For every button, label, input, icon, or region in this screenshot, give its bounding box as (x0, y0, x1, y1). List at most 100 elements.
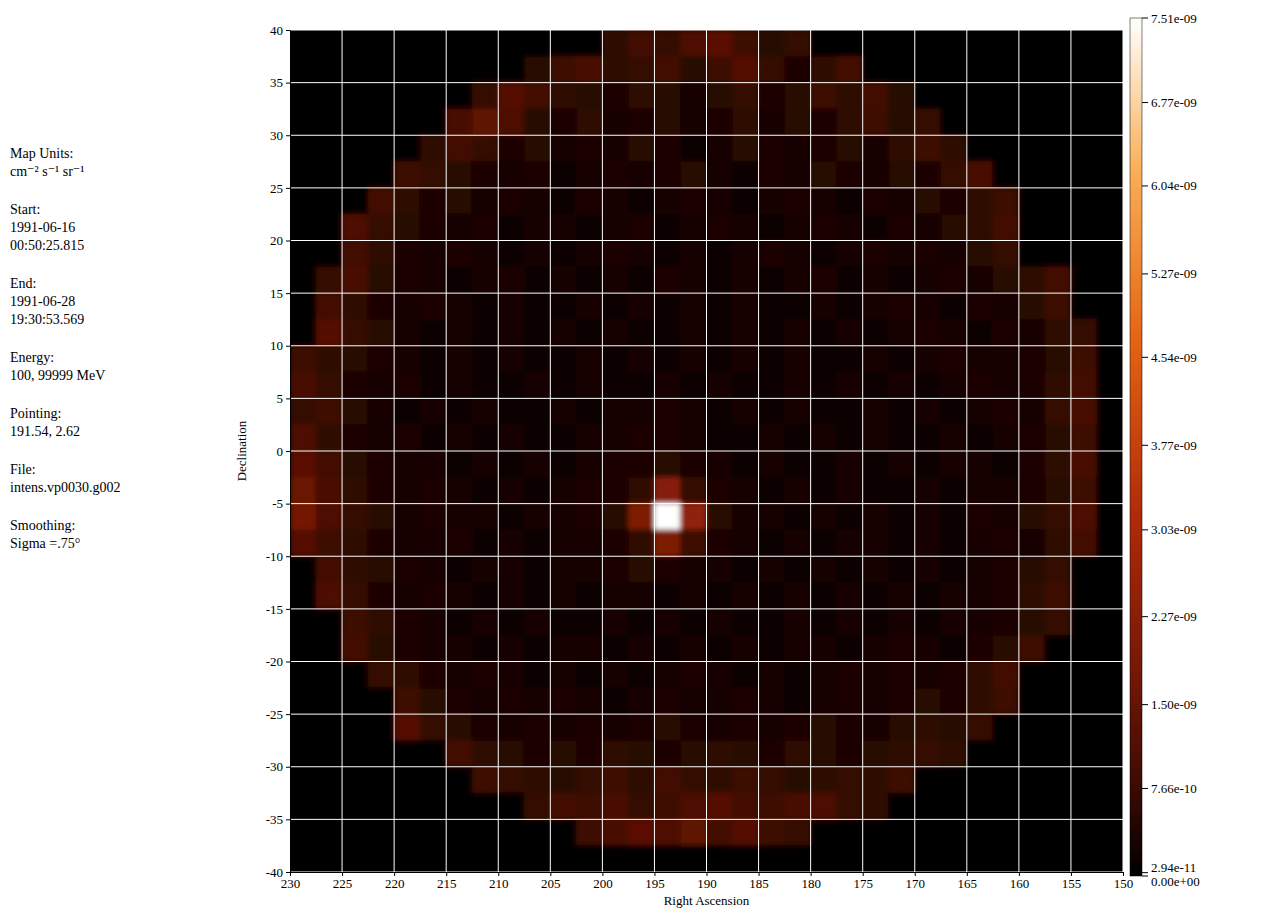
heatmap-cell (394, 477, 420, 503)
heatmap-cell (863, 583, 889, 609)
colorbar-tick-label: 7.66e-10 (1151, 781, 1197, 796)
heatmap-cell (654, 372, 680, 398)
heatmap-cell (1019, 398, 1045, 424)
heatmap-cell (1045, 767, 1071, 793)
x-tick: 180 (801, 872, 821, 891)
y-tick-mark (286, 83, 290, 84)
heatmap-cell (837, 267, 863, 293)
heatmap-cell (394, 241, 420, 267)
heatmap-cell (524, 30, 550, 56)
heatmap-cell (837, 740, 863, 766)
heatmap-cell (654, 530, 680, 556)
heatmap-cell (785, 188, 811, 214)
y-tick: -35 (266, 812, 290, 827)
heatmap-cell (524, 56, 550, 82)
heatmap-cell (342, 662, 368, 688)
heatmap-cell (394, 688, 420, 714)
heatmap-cell (707, 609, 733, 635)
heatmap-cell (967, 135, 993, 161)
heatmap-cell (446, 740, 472, 766)
colorbar-tick-label: 3.03e-09 (1151, 522, 1197, 537)
heatmap-cell (733, 30, 759, 56)
heatmap-cell (550, 319, 576, 345)
heatmap-cell (837, 56, 863, 82)
heatmap-cell (602, 819, 628, 845)
heatmap-cell (342, 740, 368, 766)
heatmap-cell (368, 83, 394, 109)
heatmap-cell (993, 793, 1019, 819)
colorbar-tick (1142, 185, 1148, 186)
heatmap-cell (290, 714, 316, 740)
heatmap-cell (394, 662, 420, 688)
heatmap-cell (1097, 372, 1123, 398)
heatmap-cell (394, 767, 420, 793)
heatmap-cell (576, 425, 602, 451)
heatmap-cell (290, 662, 316, 688)
colorbar-tick-label: 5.27e-09 (1151, 266, 1197, 281)
heatmap-cell (1045, 793, 1071, 819)
heatmap-cell (967, 846, 993, 872)
heatmap-cell (524, 688, 550, 714)
heatmap-cell (915, 635, 941, 661)
heatmap-cell (785, 425, 811, 451)
heatmap-cell (941, 425, 967, 451)
heatmap-cell (394, 504, 420, 530)
heatmap-cell (967, 319, 993, 345)
heatmap-cell (967, 372, 993, 398)
heatmap-cell (524, 556, 550, 582)
heatmap-cell (967, 346, 993, 372)
heatmap-cell (993, 56, 1019, 82)
heatmap-cell (785, 398, 811, 424)
heatmap-cell (811, 241, 837, 267)
heatmap-cell (342, 767, 368, 793)
heatmap-cell (1097, 267, 1123, 293)
heatmap-cell (550, 372, 576, 398)
heatmap-cell (785, 819, 811, 845)
heatmap-cell (915, 662, 941, 688)
heatmap-cell (915, 319, 941, 345)
y-axis-line (286, 31, 291, 873)
heatmap-cell (941, 793, 967, 819)
heatmap-cell (941, 372, 967, 398)
heatmap-cell (733, 188, 759, 214)
heatmap-cell (446, 846, 472, 872)
heatmap-cell (759, 846, 785, 872)
heatmap-cell (576, 688, 602, 714)
heatmap-cell (680, 662, 706, 688)
heatmap-cell (863, 135, 889, 161)
heatmap-cell (889, 135, 915, 161)
heatmap-cell (707, 30, 733, 56)
heatmap-cell (576, 162, 602, 188)
heatmap-cell (1019, 56, 1045, 82)
heatmap-cell (837, 609, 863, 635)
heatmap-cell (342, 346, 368, 372)
heatmap-cell (446, 109, 472, 135)
heatmap-cell (680, 846, 706, 872)
heatmap-cell (498, 346, 524, 372)
heatmap-cell (524, 635, 550, 661)
x-tick-label: 190 (697, 876, 717, 891)
heatmap-cell (967, 740, 993, 766)
heatmap-cell (941, 819, 967, 845)
heatmap-cell (1097, 556, 1123, 582)
heatmap-cell (759, 688, 785, 714)
heatmap-cell (863, 477, 889, 503)
heatmap-cell (628, 241, 654, 267)
x-tick-label: 155 (1062, 876, 1082, 891)
heatmap-cell (472, 135, 498, 161)
heatmap-cell (811, 451, 837, 477)
heatmap-cell (941, 609, 967, 635)
heatmap-cell (342, 293, 368, 319)
heatmap-cell (602, 162, 628, 188)
colorbar-tick-label: 7.51e-09 (1151, 11, 1197, 26)
x-tick-label: 185 (749, 876, 769, 891)
heatmap-cell (759, 477, 785, 503)
heatmap-cell (1071, 556, 1097, 582)
heatmap-cell (602, 530, 628, 556)
heatmap-cell (733, 504, 759, 530)
heatmap-cell (759, 504, 785, 530)
heatmap-cell (733, 56, 759, 82)
heatmap-cell (498, 662, 524, 688)
heatmap-cell (498, 556, 524, 582)
heatmap-cell (446, 425, 472, 451)
